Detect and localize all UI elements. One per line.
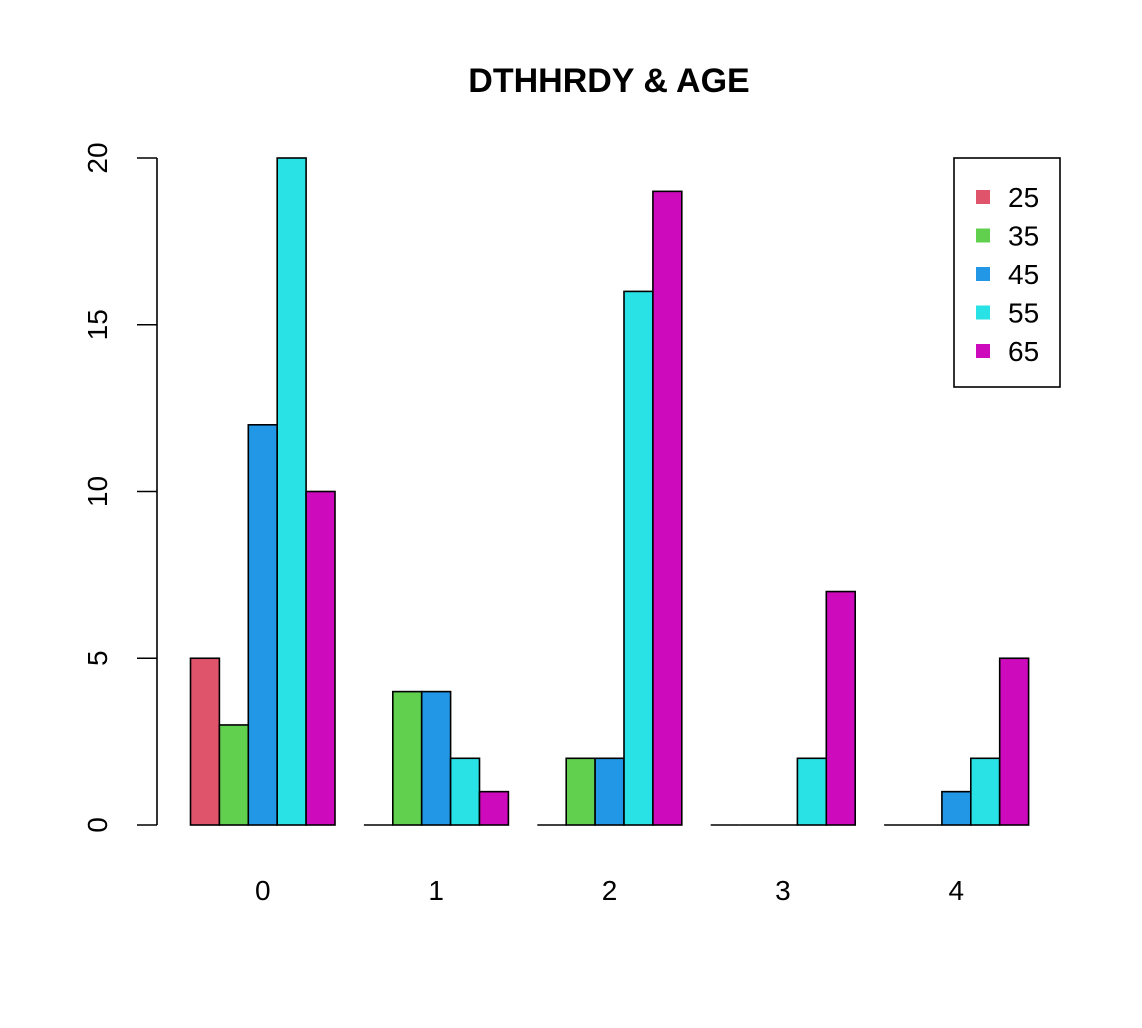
bar	[941, 790, 972, 826]
bar	[391, 690, 423, 826]
legend-item: 55	[976, 298, 1039, 329]
y-tick-label: 5	[82, 650, 113, 666]
x-tick-label: 1	[428, 875, 444, 906]
bar	[247, 423, 279, 826]
bar-group	[710, 590, 856, 826]
bar	[420, 690, 452, 826]
legend-label: 65	[1008, 336, 1039, 367]
bar	[276, 157, 307, 826]
legend-label: 45	[1008, 259, 1039, 290]
bar	[565, 757, 596, 826]
bar-group	[189, 157, 336, 826]
bar-group	[537, 190, 683, 826]
bar	[825, 590, 856, 826]
legend-swatch	[976, 190, 990, 204]
legend-label: 25	[1008, 182, 1039, 213]
bar	[305, 490, 336, 826]
legend-swatch	[976, 267, 990, 281]
legend-swatch	[976, 228, 990, 243]
x-tick-label: 2	[602, 875, 618, 906]
y-tick-label: 0	[82, 817, 113, 833]
bar	[652, 190, 683, 826]
bar	[796, 757, 828, 826]
bar	[218, 724, 250, 826]
x-tick-label: 4	[949, 875, 965, 906]
legend-label: 35	[1008, 221, 1039, 252]
y-axis: 0 5 10 15 20	[82, 142, 158, 833]
x-tick-label: 3	[775, 875, 791, 906]
bar	[623, 290, 654, 826]
bar	[189, 657, 221, 826]
bar	[449, 757, 481, 826]
bar	[478, 790, 510, 826]
y-tick-label: 10	[82, 476, 113, 507]
bar	[594, 757, 625, 826]
bar	[998, 657, 1030, 826]
legend-label: 55	[1008, 298, 1039, 329]
x-tick-label: 0	[255, 875, 271, 906]
bar-group	[363, 690, 510, 826]
legend-box	[953, 157, 1061, 388]
bar-group	[884, 657, 1030, 826]
legend-item: 25	[976, 182, 1039, 213]
legend-swatch	[976, 305, 990, 320]
y-tick-label: 20	[82, 142, 113, 173]
legend-item: 65	[976, 336, 1039, 367]
legend-item: 45	[976, 259, 1039, 290]
legend: 25 35 45 55 65	[953, 157, 1061, 388]
legend-item: 35	[976, 221, 1039, 252]
chart-title: DTHHRDY & AGE	[468, 62, 749, 100]
y-tick-label: 15	[82, 309, 113, 340]
bar	[969, 757, 1001, 826]
legend-swatch	[976, 344, 990, 358]
bars	[189, 157, 1030, 826]
x-axis-labels: 0 1 2 3 4	[255, 875, 964, 906]
